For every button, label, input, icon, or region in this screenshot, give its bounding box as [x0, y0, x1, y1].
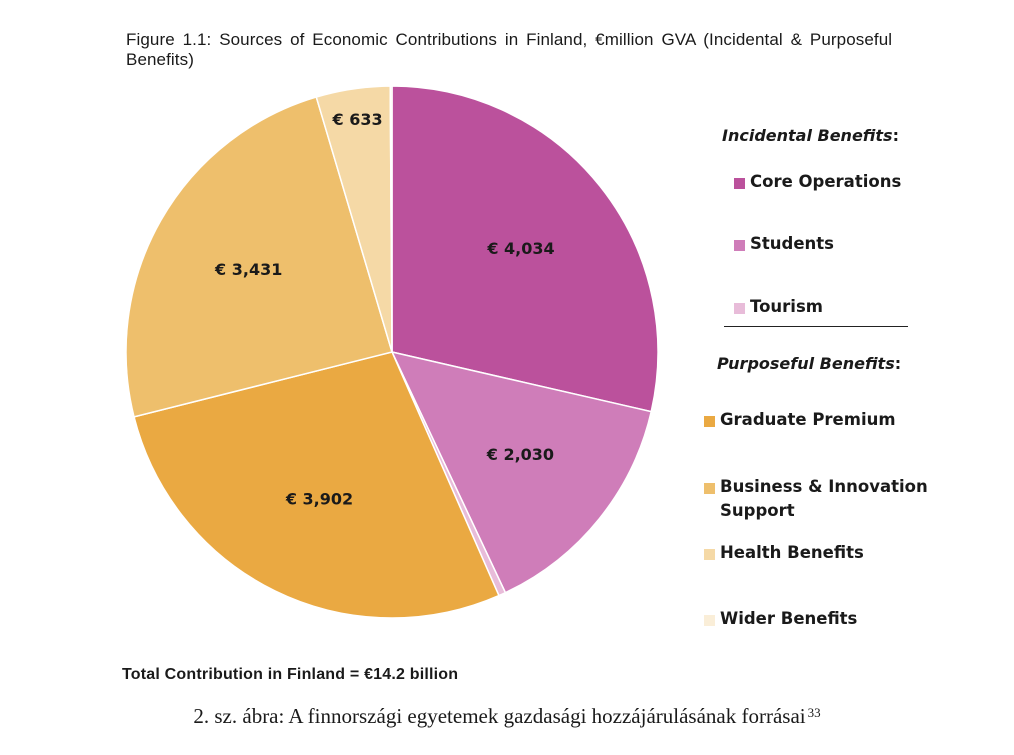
legend-heading-purposeful: Purposeful Benefits: [717, 354, 901, 373]
pie-slice-wider-benefits [389, 85, 393, 353]
pie-data-label: € 3,902 [285, 490, 353, 509]
pie-chart: € 4,034 € 2,030 € 3,902 € 3,431 € 633 [125, 85, 659, 619]
pie-slice-business-innovation-support [125, 96, 393, 418]
legend-item-students: Students [734, 234, 834, 256]
legend-heading-purposeful-text: Purposeful Benefits [717, 354, 895, 373]
legend-swatch [704, 549, 715, 560]
caption-text: 2. sz. ábra: A finnországi egyetemek gaz… [193, 704, 806, 728]
legend-swatch [734, 178, 745, 189]
pie-slice-core-operations [391, 85, 659, 413]
legend-item-business-innovation: Business & Innovation Support [704, 477, 940, 523]
legend-item-health-benefits: Health Benefits [704, 543, 864, 565]
legend-heading-colon: : [894, 354, 902, 373]
legend-heading-colon: : [892, 126, 899, 145]
pie-data-label: € 2,030 [486, 445, 554, 464]
caption-footnote: 33 [807, 705, 821, 720]
legend-item-label: Core Operations [750, 172, 902, 191]
legend-swatch [734, 240, 745, 251]
legend-item-label: Graduate Premium [720, 410, 896, 429]
legend-divider [724, 326, 908, 327]
legend-item-core-operations: Core Operations [734, 172, 901, 194]
figure-caption: 2. sz. ábra: A finnországi egyetemek gaz… [0, 704, 1014, 729]
legend-heading-incidental: Incidental Benefits: [722, 126, 899, 145]
legend-item-label: Tourism [750, 297, 823, 316]
legend-item-label: Health Benefits [720, 543, 864, 562]
legend-item-label: Business & Innovation Support [720, 477, 928, 520]
legend-item-wider-benefits: Wider Benefits [704, 609, 857, 631]
pie-data-label: € 3,431 [214, 260, 282, 279]
legend-swatch [704, 416, 715, 427]
legend-item-tourism: Tourism [734, 297, 823, 319]
pie-slice-students [390, 350, 653, 594]
pie-slice-graduate-premium [133, 351, 500, 619]
legend-heading-incidental-text: Incidental Benefits [722, 126, 893, 145]
pie-slices [125, 85, 659, 619]
legend-item-graduate-premium: Graduate Premium [704, 410, 896, 432]
total-contribution: Total Contribution in Finland = €14.2 bi… [122, 666, 459, 683]
chart-title: Figure 1.1: Sources of Economic Contribu… [126, 30, 893, 69]
legend-swatch [704, 615, 715, 626]
legend-swatch [704, 483, 715, 494]
pie-labels: € 4,034 € 2,030 € 3,902 € 3,431 € 633 [214, 110, 555, 509]
pie-data-label: € 633 [332, 110, 383, 129]
legend-swatch [734, 303, 745, 314]
pie-data-label: € 4,034 [486, 239, 554, 258]
legend-item-label: Students [750, 234, 834, 253]
legend-item-label: Wider Benefits [720, 609, 858, 628]
